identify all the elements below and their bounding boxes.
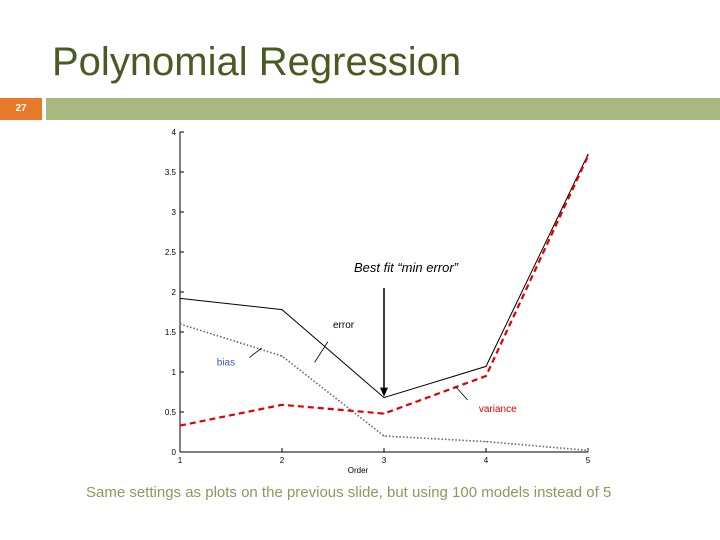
x-tick-label: 2 bbox=[280, 456, 285, 465]
label-pointer-variance bbox=[455, 386, 468, 401]
series-line-bias bbox=[179, 323, 589, 452]
y-tick-label: 1 bbox=[172, 368, 177, 377]
slide-number-badge bbox=[0, 98, 42, 120]
chart-labels: Order error bias variance Best fit “min erro… bbox=[217, 260, 517, 475]
series-point-error bbox=[383, 397, 385, 399]
series-point-bias bbox=[587, 449, 589, 451]
x-axis-label: Order bbox=[348, 466, 369, 475]
y-tick-label: 0 bbox=[172, 448, 177, 457]
series-label-variance: variance bbox=[479, 404, 517, 415]
title-underline-bar bbox=[46, 98, 720, 120]
x-tick-label: 5 bbox=[586, 456, 591, 465]
y-tick-label: 2 bbox=[172, 288, 177, 297]
y-tick-label: 3 bbox=[172, 208, 177, 217]
series-point-variance bbox=[587, 155, 589, 157]
series-point-bias bbox=[179, 323, 181, 325]
series-point-variance bbox=[485, 375, 487, 377]
slide-number: 27 bbox=[15, 103, 27, 114]
series-point-error bbox=[587, 153, 589, 155]
series-point-error bbox=[179, 297, 181, 299]
series-point-error bbox=[281, 309, 283, 311]
y-tick-label: 1.5 bbox=[165, 328, 177, 337]
series-point-variance bbox=[179, 425, 181, 427]
chart-series bbox=[179, 153, 589, 452]
y-tick-label: 0.5 bbox=[165, 408, 177, 417]
label-pointer-error bbox=[314, 341, 329, 363]
slide-title: Polynomial Regression bbox=[52, 40, 462, 84]
x-tick-label: 1 bbox=[178, 456, 183, 465]
series-point-variance bbox=[383, 413, 385, 415]
series-point-bias bbox=[383, 435, 385, 437]
regression-chart: 0 0.5 1 1.5 2 2.5 3 3.5 4 1 2 3 4 5 Order error bias var… bbox=[165, 128, 591, 475]
y-tick-label: 3.5 bbox=[165, 168, 177, 177]
series-label-error: error bbox=[333, 320, 355, 331]
series-point-variance bbox=[281, 404, 283, 406]
annotation-label: Best fit “min error” bbox=[354, 260, 459, 275]
y-tick-label: 2.5 bbox=[165, 248, 177, 257]
x-tick-label: 4 bbox=[484, 456, 489, 465]
x-tick-label: 3 bbox=[382, 456, 387, 465]
series-point-error bbox=[485, 365, 487, 367]
y-tick-label: 4 bbox=[172, 128, 177, 137]
series-label-bias: bias bbox=[217, 358, 235, 369]
label-pointer-bias bbox=[249, 347, 262, 358]
slide-caption: Same settings as plots on the previous s… bbox=[86, 484, 612, 501]
series-point-bias bbox=[281, 355, 283, 357]
chart-axes: 0 0.5 1 1.5 2 2.5 3 3.5 4 1 2 3 4 5 bbox=[165, 128, 591, 465]
series-point-bias bbox=[485, 441, 487, 443]
annotation-arrow-head bbox=[380, 387, 388, 397]
